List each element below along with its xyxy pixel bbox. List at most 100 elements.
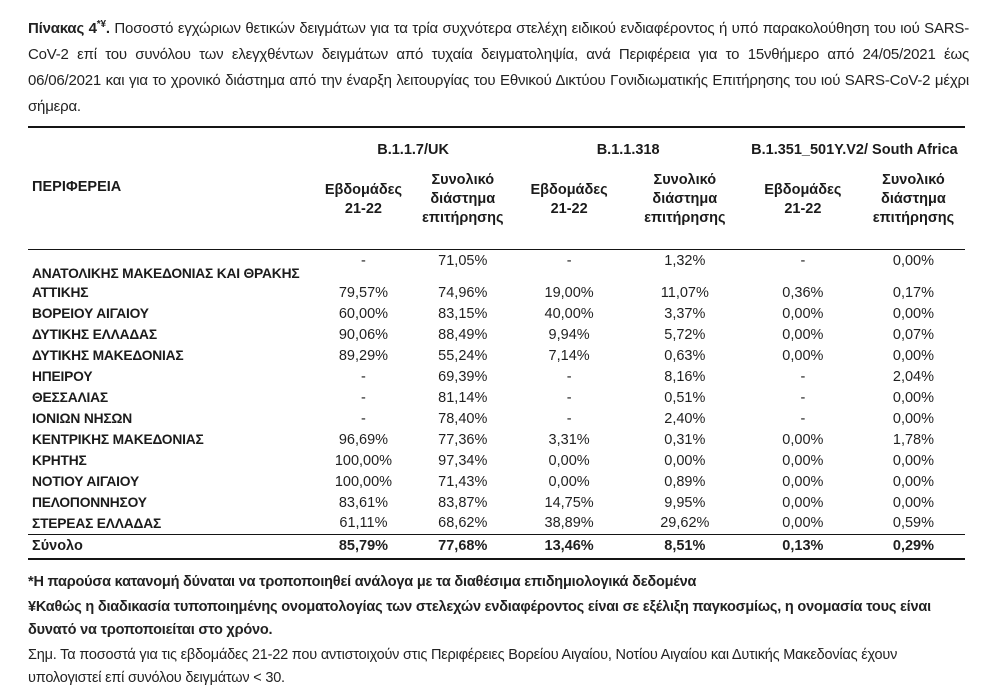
- total-value: 0,29%: [861, 533, 965, 560]
- weeks-21-22-header: Εβδομάδες 21-22: [743, 161, 862, 250]
- cell-value: 100,00%: [334, 452, 393, 469]
- cell-value: 2,40%: [664, 410, 706, 427]
- cell-value: 0,00%: [782, 347, 824, 364]
- footnote-note: Σημ. Τα ποσοστά για τις εβδομάδες 21-22 …: [28, 647, 898, 686]
- total-value: 77,68%: [413, 533, 513, 560]
- cell-value: 60,00%: [338, 305, 389, 322]
- cell-value: 0,00%: [892, 494, 934, 511]
- region-name: ΔΥΤΙΚΗΣ ΜΑΚΕΔΟΝΙΑΣ: [32, 348, 184, 363]
- cell-value: -: [566, 252, 572, 269]
- cell-value: 0,89%: [664, 473, 706, 490]
- cell-value: -: [361, 410, 366, 427]
- table-caption: Πίνακας 4*¥. Ποσοστό εγχώριων θετικών δε…: [28, 12, 969, 120]
- cell-value: 29,62%: [660, 515, 710, 532]
- cell-value: 0,00%: [782, 326, 824, 343]
- cell-value: 0,00%: [892, 347, 934, 364]
- region-column-header: ΠΕΡΙΦΕΡΕΙΑ: [28, 161, 314, 250]
- cell-value: 0,31%: [664, 431, 706, 448]
- total-value: 13,46%: [512, 533, 626, 560]
- variant-group-header-row: B.1.1.7/UK B.1.1.318 B.1.351_501Y.V2/ So…: [28, 127, 965, 161]
- surveillance-period-header: Συνολικό διάστημα επιτήρησης: [413, 161, 513, 250]
- cell-value: -: [800, 410, 806, 427]
- cell-value: 0,00%: [782, 305, 824, 322]
- cell-value: 71,05%: [438, 252, 488, 269]
- cell-value: 0,00%: [782, 494, 824, 511]
- cell-value: 83,87%: [438, 494, 488, 511]
- cell-value: 0,36%: [782, 284, 824, 301]
- cell-value: 2,04%: [892, 368, 934, 385]
- cell-value: 0,00%: [892, 473, 934, 490]
- cell-value: 0,00%: [548, 452, 590, 469]
- table-row: ΗΠΕΙΡΟΥ - 69,39% - 8,16% - 2,04%: [28, 366, 965, 387]
- region-name: ΚΡΗΤΗΣ: [32, 453, 87, 468]
- total-value: 85,79%: [313, 533, 414, 560]
- cell-value: 77,36%: [438, 431, 488, 448]
- table-caption-punct: .: [105, 20, 110, 37]
- table-caption-footnote-marks: *¥: [96, 19, 106, 30]
- cell-value: -: [800, 252, 806, 269]
- variant-header-b1351-south-africa: B.1.351_501Y.V2/ South Africa: [751, 141, 958, 158]
- table-row: ΚΡΗΤΗΣ 100,00% 97,34% 0,00% 0,00% 0,00% …: [28, 450, 965, 471]
- cell-value: 3,31%: [548, 431, 590, 448]
- region-name: ΗΠΕΙΡΟΥ: [32, 369, 93, 384]
- cell-value: 0,17%: [892, 284, 934, 301]
- region-name: ΣΤΕΡΕΑΣ ΕΛΛΑΔΑΣ: [32, 515, 162, 531]
- cell-value: 9,95%: [664, 494, 706, 511]
- table-row: ΘΕΣΣΑΛΙΑΣ - 81,14% - 0,51% - 0,00%: [28, 387, 965, 408]
- cell-value: 0,00%: [892, 252, 934, 269]
- cell-value: 0,00%: [892, 452, 934, 469]
- surveillance-period-header: Συνολικό διάστημα επιτήρησης: [861, 161, 965, 250]
- cell-value: 0,00%: [782, 431, 824, 448]
- footnote-asterisk: *Η παρούσα κατανομή δύναται να τροποποιη…: [28, 574, 697, 590]
- region-name: ΔΥΤΙΚΗΣ ΕΛΛΑΔΑΣ: [32, 327, 157, 342]
- cell-value: 89,29%: [338, 347, 389, 364]
- cell-value: 5,72%: [664, 326, 706, 343]
- cell-value: 1,32%: [664, 252, 706, 269]
- region-name: ΝΟΤΙΟΥ ΑΙΓΑΙΟΥ: [32, 474, 139, 489]
- table-row: ΚΕΝΤΡΙΚΗΣ ΜΑΚΕΔΟΝΙΑΣ 96,69% 77,36% 3,31%…: [28, 429, 965, 450]
- footnotes: *Η παρούσα κατανομή δύναται να τροποποιη…: [28, 571, 969, 690]
- cell-value: 81,14%: [438, 389, 488, 406]
- cell-value: 1,78%: [892, 431, 934, 448]
- cell-value: -: [361, 389, 366, 406]
- cell-value: 90,06%: [338, 326, 389, 343]
- empty-corner-cell: [28, 127, 314, 161]
- cell-value: 7,14%: [548, 347, 590, 364]
- weeks-21-22-header: Εβδομάδες 21-22: [512, 161, 626, 250]
- cell-value: 19,00%: [544, 284, 594, 301]
- cell-value: 0,00%: [548, 473, 590, 490]
- surveillance-period-header: Συνολικό διάστημα επιτήρησης: [625, 161, 744, 250]
- weeks-21-22-header: Εβδομάδες 21-22: [313, 161, 414, 250]
- total-value: 8,51%: [625, 533, 744, 560]
- region-name: ΑΝΑΤΟΛΙΚΗΣ ΜΑΚΕΔΟΝΙΑΣ ΚΑΙ ΘΡΑΚΗΣ: [32, 266, 300, 281]
- cell-value: 0,59%: [892, 515, 934, 532]
- cell-value: 0,00%: [664, 452, 706, 469]
- cell-value: -: [361, 252, 366, 269]
- region-name: ΘΕΣΣΑΛΙΑΣ: [32, 390, 108, 405]
- cell-value: 71,43%: [438, 473, 488, 490]
- variant-percentage-table: B.1.1.7/UK B.1.1.318 B.1.351_501Y.V2/ So…: [28, 126, 965, 560]
- cell-value: 83,61%: [338, 494, 389, 511]
- table-row: ΣΤΕΡΕΑΣ ΕΛΛΑΔΑΣ 61,11% 68,62% 38,89% 29,…: [28, 513, 965, 534]
- cell-value: -: [566, 410, 572, 427]
- cell-value: 78,40%: [438, 410, 488, 427]
- region-name: ΑΤΤΙΚΗΣ: [32, 285, 89, 300]
- table-row: ΑΝΑΤΟΛΙΚΗΣ ΜΑΚΕΔΟΝΙΑΣ ΚΑΙ ΘΡΑΚΗΣ - 71,05…: [28, 249, 965, 282]
- table-row: ΠΕΛΟΠΟΝΝΗΣΟΥ 83,61% 83,87% 14,75% 9,95% …: [28, 492, 965, 513]
- cell-value: 55,24%: [438, 347, 488, 364]
- cell-value: -: [566, 389, 572, 406]
- column-header-row: ΠΕΡΙΦΕΡΕΙΑ Εβδομάδες 21-22 Συνολικό διάσ…: [28, 161, 965, 250]
- variant-header-b11318: B.1.1.318: [596, 141, 660, 158]
- cell-value: 100,00%: [334, 473, 393, 490]
- cell-value: -: [800, 368, 806, 385]
- table-header: B.1.1.7/UK B.1.1.318 B.1.351_501Y.V2/ So…: [28, 127, 965, 250]
- table-caption-text: Ποσοστό εγχώριων θετικών δειγμάτων για τ…: [28, 20, 969, 115]
- cell-value: 69,39%: [438, 368, 488, 385]
- cell-value: -: [800, 389, 806, 406]
- table-row: ΔΥΤΙΚΗΣ ΕΛΛΑΔΑΣ 90,06% 88,49% 9,94% 5,72…: [28, 324, 965, 345]
- cell-value: 0,51%: [664, 389, 706, 406]
- table-row: ΒΟΡΕΙΟΥ ΑΙΓΑΙΟΥ 60,00% 83,15% 40,00% 3,3…: [28, 303, 965, 324]
- table-caption-label: Πίνακας 4: [28, 20, 97, 37]
- cell-value: 0,00%: [782, 515, 824, 532]
